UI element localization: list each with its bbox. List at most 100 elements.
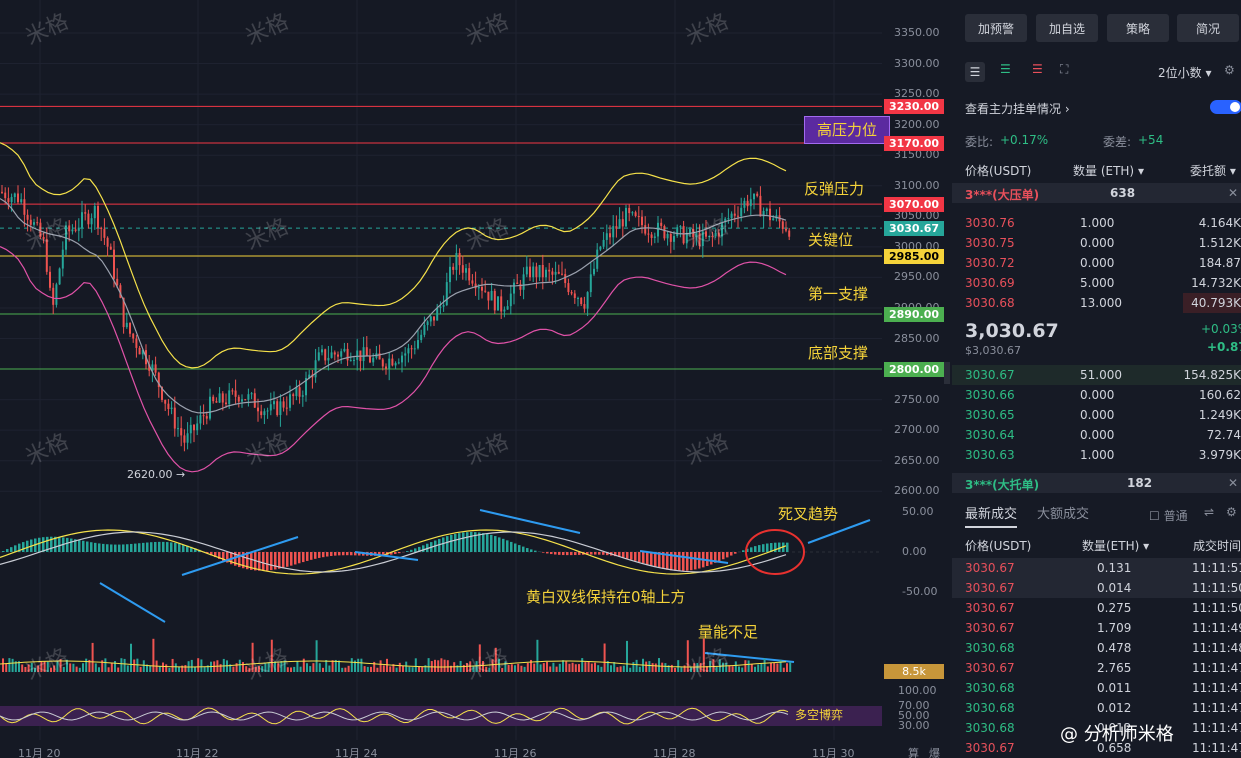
volume-bar [594,662,596,672]
bid-row[interactable]: 3030.66 0.000 160.62 [952,385,1241,405]
close-icon[interactable]: ✕ [1228,186,1239,200]
candle-body [55,284,58,305]
volume-bar [206,665,209,672]
ask-row[interactable]: 3030.76 1.000 4.164K [952,213,1241,233]
ask-row[interactable]: 3030.68 13.000 40.793K [952,293,1241,313]
strategy-button[interactable]: 策略 [1107,14,1169,42]
candle-body [327,357,330,361]
macd-bar [410,549,413,552]
price-chart[interactable]: 米格 米格 米格 米格 米格 米格 米格 米格 米格 米格 米格 米格 米格 米格 米格 米格 3350.00… [0,0,950,758]
candle-body [698,233,701,246]
volume-bar [331,660,334,672]
settings-icon[interactable]: ⚙ [1224,63,1235,77]
main-orders-link[interactable]: 查看主力挂单情况 › [965,102,1070,116]
volume-bar [117,667,120,672]
candle-body [26,214,29,220]
macd-bar [182,544,185,552]
volume-bar [78,667,81,672]
expand-icon[interactable]: ⛶ [1060,62,1069,76]
trade-row: 3030.67 1.709 11:11:49 [952,618,1241,638]
overview-button[interactable]: 简况 [1177,14,1239,42]
candle-body [644,225,647,234]
main-orders-toggle[interactable] [1210,100,1241,114]
candle-body [561,273,563,275]
big-bid-row[interactable]: 3***(大托单) 182 ✕ [952,473,1241,493]
candle-body [788,230,791,237]
candle-body [417,340,419,349]
corner-label-2[interactable]: 爆 [929,747,940,758]
layout-asks-icon[interactable]: ☰ [1032,62,1043,76]
macd-bar [710,552,713,565]
close-icon[interactable]: ✕ [1228,476,1239,490]
macd-bar [210,552,213,556]
candle-body [292,394,295,397]
big-ask-row[interactable]: 3***(大压单) 638 ✕ [952,183,1241,203]
macd-bar [662,552,665,569]
macd-bar [50,536,53,552]
volume-bar [251,642,254,672]
corner-label-1[interactable]: 算 [908,747,919,758]
macd-bar [550,552,553,555]
decimals-select[interactable]: 2位小数 ▾ [1158,66,1212,80]
trades-header: 价格(USDT) 数量(ETH) ▾ 成交时间 [952,534,1241,554]
filter-icon[interactable]: ⇌ [1204,505,1215,519]
macd-bar [682,552,685,571]
ask-row[interactable]: 3030.69 5.000 14.732K [952,273,1241,293]
trade-qty: 1.709 [1097,621,1132,635]
volume-bar [290,667,292,672]
trade-price: 3030.67 [965,581,1015,595]
rsi-line [0,711,789,721]
volume-bar [69,663,72,672]
collapse-handle[interactable] [944,362,950,384]
volume-bar [408,666,411,672]
volume-bar [283,660,286,672]
ask-row[interactable]: 3030.75 0.000 1.512K [952,233,1241,253]
add-alert-button[interactable]: 加预警 [965,14,1027,42]
big-ask-label: 3***(大压单) [965,188,1040,202]
candle-body [653,236,656,238]
candle-body [138,347,141,355]
macd-bar [26,540,29,552]
macd-bar [66,537,69,552]
candle-body [580,297,583,305]
price-tick: 3150.00 [894,148,940,162]
candle-body [548,269,551,272]
layout-both-icon[interactable]: ☰ [965,62,985,82]
normal-checkbox[interactable]: ☐ 普通 [1149,509,1188,523]
bid-row[interactable]: 3030.67 51.000 154.825K [952,365,1241,385]
bid-row[interactable]: 3030.63 1.000 3.979K [952,445,1241,465]
trades-head-qty[interactable]: 数量(ETH) ▾ [1082,539,1150,553]
volume-bar [450,665,452,672]
ask-row[interactable]: 3030.72 0.000 184.87 [952,253,1241,273]
tab-large-trades[interactable]: 大额成交 [1037,507,1090,522]
candle-body [634,212,637,216]
trade-row: 3030.67 0.014 11:11:50 [952,578,1241,598]
candle-body [481,286,483,291]
tab-latest-trades[interactable]: 最新成交 [965,503,1018,528]
volume-bar [645,661,648,672]
candle-body [721,222,723,237]
settings-icon[interactable]: ⚙ [1226,505,1237,519]
candle-body [321,349,323,353]
watermark-text: 米格 [682,9,732,50]
macd-bar [754,546,757,552]
head-qty[interactable]: 数量 (ETH) ▾ [1073,164,1144,178]
volume-bar [670,664,673,672]
price-cell: 3030.65 [965,408,1015,422]
layout-bids-icon[interactable]: ☰ [1000,62,1011,76]
volume-bar [488,667,491,672]
volume-bar [46,661,49,672]
bid-row[interactable]: 3030.64 0.000 72.74 [952,425,1241,445]
trade-qty: 0.275 [1097,601,1132,615]
volume-bar [754,666,756,672]
candle-body [759,195,762,217]
add-watchlist-button[interactable]: 加自选 [1036,14,1098,42]
volume-bar [542,663,545,672]
candle-body [282,401,285,408]
macd-bar [42,537,45,552]
volume-bar [776,663,779,672]
head-total[interactable]: 委托额 ▾ [1190,164,1236,178]
volume-bar [715,666,718,672]
bid-row[interactable]: 3030.65 0.000 1.249K [952,405,1241,425]
